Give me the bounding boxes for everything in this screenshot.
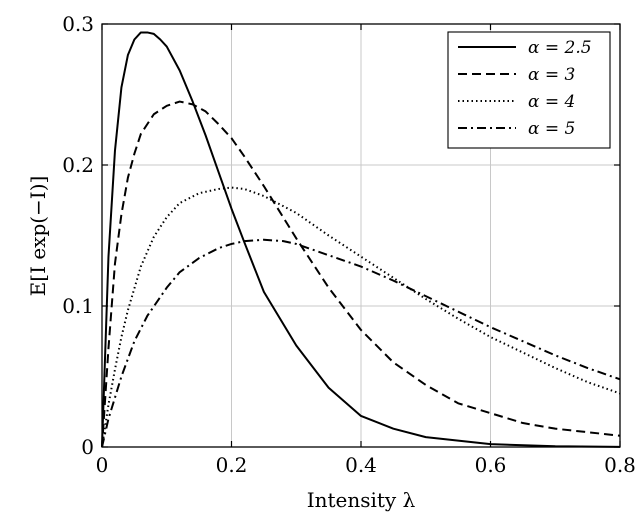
x-tick-label: 0 — [96, 453, 109, 477]
legend-label: α = 4 — [528, 92, 575, 112]
series-line-1 — [101, 31, 621, 448]
series-layer — [101, 31, 621, 448]
x-tick-label: 0.8 — [604, 453, 636, 477]
x-tick-label: 0.2 — [216, 453, 248, 477]
y-tick-label: 0.3 — [62, 12, 94, 36]
y-tick-label: 0 — [81, 435, 94, 459]
series-line-4 — [101, 238, 621, 448]
x-tick-labels: 0 0.2 0.4 0.6 0.8 — [96, 453, 636, 477]
y-tick-label: 0.2 — [62, 153, 94, 177]
series-line-2 — [101, 100, 621, 448]
y-tick-label: 0.1 — [62, 294, 94, 318]
x-axis-label: Intensity λ — [307, 488, 416, 512]
y-tick-labels: 0 0.1 0.2 0.3 — [62, 12, 94, 459]
legend: α = 2.5 α = 3 α = 4 α = 5 — [447, 31, 611, 149]
legend-label: α = 2.5 — [528, 38, 592, 58]
legend-label: α = 3 — [528, 65, 575, 85]
legend-label: α = 5 — [528, 119, 575, 139]
axis-ticks — [101, 23, 621, 448]
x-tick-label: 0.6 — [475, 453, 507, 477]
legend-entries: α = 2.5 α = 3 α = 4 α = 5 — [458, 38, 592, 139]
legend-box — [447, 31, 611, 149]
y-axis-label: E[I exp(−I)] — [26, 176, 50, 297]
x-tick-label: 0.4 — [345, 453, 377, 477]
